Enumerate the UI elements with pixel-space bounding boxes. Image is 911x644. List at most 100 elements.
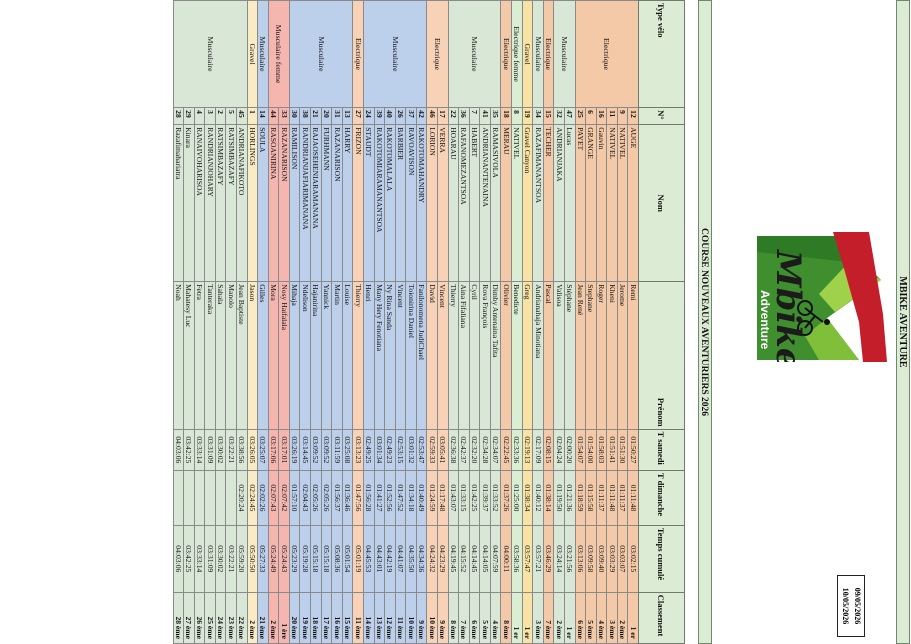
cell-bike-type: Electrique (500, 0, 512, 108)
cell-saturday-time: 03:13:23 (352, 429, 364, 471)
cell-bike-type: Electrique (543, 0, 554, 108)
cell-nom: RAFANOMEZANTSOA (458, 124, 470, 282)
cell-cumulative-time: 03:46:29 (543, 525, 554, 593)
cell-rank: 12 ème (384, 592, 396, 644)
cell-cumulative-time: 04:19:45 (448, 525, 459, 593)
date-2: 10/05/2026 (841, 587, 850, 625)
cell-prenom: Toionirina Daniel (405, 281, 417, 430)
mbike-logo: Mbike Adventure (757, 232, 887, 362)
cell-prenom: Ndelison (300, 281, 311, 430)
cell-cumulative-time: 05:01:54 (342, 525, 353, 593)
cell-prenom: Dimby Antenaina Tafita (490, 281, 501, 430)
cell-saturday-time: 04:03:06 (173, 429, 184, 471)
cell-bike-type: Musculaire (173, 0, 248, 108)
cell-bike-type: Musculaire (257, 0, 269, 108)
cell-prenom: Stéphane (564, 281, 576, 430)
cell-rank: 28 ème (173, 592, 184, 644)
cell-rank: 25 ème (204, 592, 216, 644)
cell-prenom: Kheni (606, 281, 618, 430)
cell-number: 7 (469, 107, 480, 125)
cell-rank: 2 ème (553, 592, 565, 644)
cell-cumulative-time: 05:15:18 (321, 525, 332, 593)
cell-prenom: Rova François (479, 281, 491, 430)
cell-bike-type: Musculaire femme (268, 0, 290, 108)
cell-rank: 19 ème (300, 592, 311, 644)
cell-saturday-time: 03:25:07 (257, 429, 269, 471)
cell-number: 12 (627, 107, 639, 125)
cell-nom: RATSIMBAZAFY (215, 124, 226, 282)
cell-rank: 1 er (522, 592, 533, 644)
cell-rank: 18 ème (310, 592, 322, 644)
cell-sunday-time: 01:21:36 (564, 470, 576, 526)
cell-number: 29 (183, 107, 195, 125)
cell-number: 24 (363, 107, 375, 125)
cell-rank: 2 ème (247, 592, 258, 644)
cell-cumulative-time: 04:45:53 (363, 525, 375, 593)
cell-sunday-time (183, 470, 195, 526)
cell-prenom: Vincent (437, 281, 449, 430)
cell-sunday-time: 01:41:27 (374, 470, 385, 526)
table-row: Musculaire 14 SOULA Gilles 03:25:07 02:02:26 0… (257, 0, 269, 644)
cell-saturday-time: 02:49:25 (363, 429, 375, 471)
cell-nom: RAMASIVOLA (490, 124, 501, 282)
col-header-saturday: T samedi (638, 429, 685, 471)
cell-saturday-time: 03:05:41 (437, 429, 449, 471)
cell-number: 6 (585, 107, 597, 125)
cell-sunday-time: 01:33:15 (458, 470, 470, 526)
cell-nom: STAUDT (363, 124, 375, 282)
cell-prenom: Aina Fifaliana (458, 281, 470, 430)
cell-saturday-time: 02:34:07 (490, 429, 501, 471)
cell-number: 28 (173, 107, 184, 125)
cell-saturday-time: 03:30:02 (215, 429, 226, 471)
cell-rank: 10 ème (426, 592, 438, 644)
cell-rank: 15 ème (342, 592, 353, 644)
cell-prenom: Greg (522, 281, 533, 430)
cell-nom: RATSIMBAZAFY (225, 124, 237, 282)
cell-number: 9 (617, 107, 628, 125)
cell-number: 26 (395, 107, 406, 125)
cell-sunday-time (204, 470, 216, 526)
cell-sunday-time: 01:43:07 (448, 470, 459, 526)
cell-prenom: Fanilonomena JudiChael (416, 281, 427, 430)
cell-nom: RASOANIRINA (268, 124, 279, 282)
cell-sunday-time: 02:07:43 (268, 470, 279, 526)
cell-nom: Lucas (564, 124, 576, 282)
cell-rank: 1 er (627, 592, 639, 644)
cell-bike-type: Musculaire (363, 0, 427, 108)
cell-saturday-time: 01:54:00 (585, 429, 597, 471)
cell-nom: ANDRIANAFIKOTO (236, 124, 248, 282)
cell-cumulative-time: 04:34:36 (416, 525, 427, 593)
cell-sunday-time: 02:05:26 (310, 470, 322, 526)
cell-number: 1 (247, 107, 258, 125)
cell-prenom: Nosy Haifalala (278, 281, 290, 430)
table-row: Musculaire 13 HARRY Louise 03:25:08 01:36:46 0… (289, 0, 353, 644)
cell-bike-type: Musculaire (532, 0, 544, 108)
cell-prenom: Mahatesy Luc (183, 281, 195, 430)
col-header-cumul: Temps cumulé (638, 525, 685, 593)
cell-prenom: Benedicte (511, 281, 523, 430)
cell-sunday-time: 02:20:24 (236, 470, 248, 526)
cell-sunday-time: 01:24:59 (426, 470, 438, 526)
cell-cumulative-time: 05:19:28 (300, 525, 311, 593)
cell-rank: 5 ème (585, 592, 597, 644)
cell-rank: 2 ème (268, 592, 279, 644)
cell-nom: HARRY (342, 124, 353, 282)
cell-cumulative-time: 03:02:15 (627, 525, 639, 593)
cell-nom: PAYET (575, 124, 586, 282)
col-header-sunday: T dimanche (638, 470, 685, 526)
cell-cumulative-time: 03:22:21 (225, 525, 237, 593)
race-title-band: COURSE NOUVEAUX AVENTURIERS 2026 (698, 0, 712, 644)
cell-number: 11 (606, 107, 618, 125)
cell-saturday-time: 02:36:38 (448, 429, 459, 471)
cell-sunday-time: 01:40:12 (532, 470, 544, 526)
cell-number: 3 (204, 107, 216, 125)
cell-cumulative-time: 03:57:21 (532, 525, 544, 593)
cell-prenom: Martin (331, 281, 343, 430)
cell-number: 46 (426, 107, 438, 125)
cell-cumulative-time: 03:31:09 (204, 525, 216, 593)
cell-number: 21 (310, 107, 322, 125)
cell-cumulative-time: 03:03:07 (617, 525, 628, 593)
cell-rank: 16 ème (331, 592, 343, 644)
cell-cumulative-time: 03:09:40 (596, 525, 607, 593)
